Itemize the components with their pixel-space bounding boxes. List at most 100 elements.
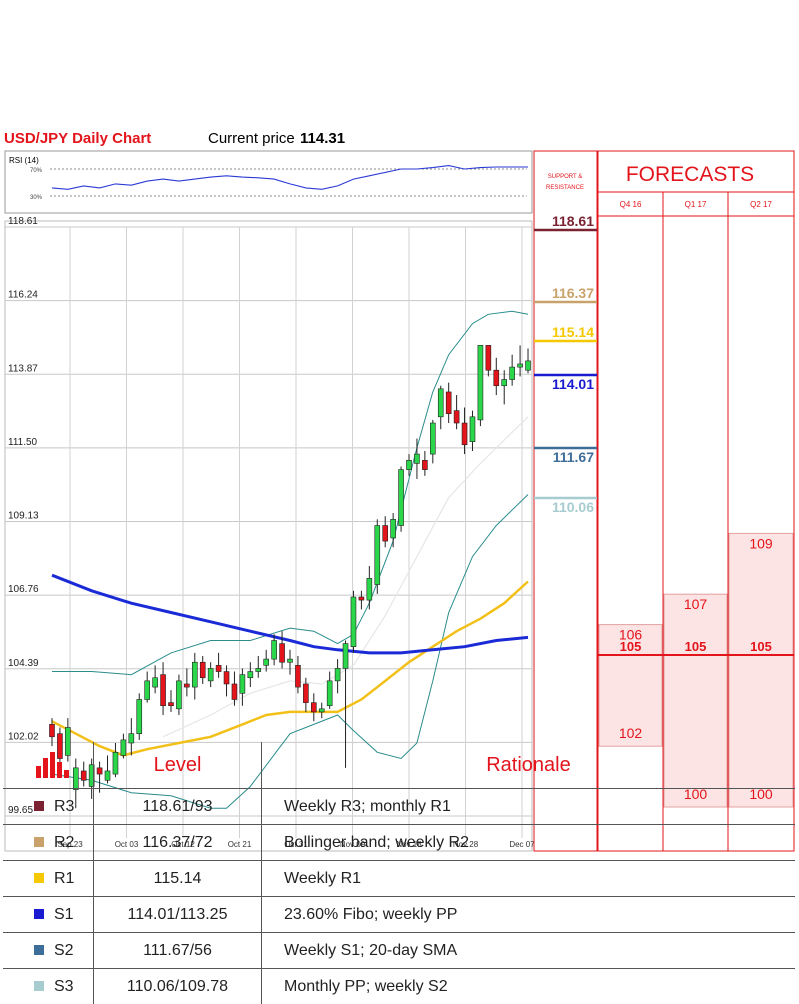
candle-body	[446, 392, 451, 414]
y-tick-label: 102.02	[8, 731, 39, 742]
candle-body	[303, 684, 308, 703]
table-header-row: Level Rationale	[3, 742, 795, 789]
y-tick-label: 109.13	[8, 511, 39, 522]
candle-body	[359, 597, 364, 600]
candle-body	[240, 675, 245, 694]
candle-body	[280, 644, 285, 663]
level-value-s1: 114.01	[552, 376, 594, 392]
level-value-s3: 110.06	[552, 499, 594, 515]
candle-body	[288, 659, 293, 662]
level-value-cell: 111.67/56	[94, 933, 262, 969]
candle-body	[145, 681, 150, 700]
rsi-level-label: 30%	[30, 195, 43, 201]
candle-body	[454, 411, 459, 423]
bar-chart-icon	[34, 750, 74, 780]
level-code-cell: S3	[3, 969, 94, 1004]
level-code-cell: S1	[3, 897, 94, 933]
current-price-value: 114.31	[300, 130, 345, 147]
y-tick-label: 118.61	[8, 216, 38, 227]
rsi-level-label: 70%	[30, 168, 43, 174]
y-tick-label: 113.87	[8, 363, 38, 374]
level-rationale-cell: Weekly R3; monthly R1	[262, 789, 796, 825]
level-value-r3: 118.61	[552, 213, 594, 229]
forecast-low: 102	[619, 725, 643, 741]
candle-body	[470, 417, 475, 442]
level-code: S1	[54, 906, 74, 923]
candle-body	[272, 640, 277, 659]
level-code: R2	[54, 834, 74, 851]
forecast-period-label: Q1 17	[685, 200, 707, 209]
level-code: S2	[54, 942, 74, 959]
rsi-label: RSI (14)	[9, 156, 39, 165]
forecast-mid: 105	[620, 639, 642, 654]
level-value-cell: 110.06/109.78	[94, 969, 262, 1004]
level-rationale-cell: Weekly S1; 20-day SMA	[262, 933, 796, 969]
level-value-r2: 116.37	[552, 285, 594, 301]
forecast-period-label: Q4 16	[620, 200, 642, 209]
candle-body	[407, 460, 412, 469]
level-code-cell: R1	[3, 861, 94, 897]
forecast-high: 107	[684, 596, 708, 612]
level-value-s2: 111.67	[553, 449, 594, 465]
rsi-panel: RSI (14) 70% 30%	[5, 151, 532, 213]
rationale-column-header: Rationale	[262, 742, 796, 789]
candle-body	[161, 675, 166, 706]
level-value-cell: 118.61/93	[94, 789, 262, 825]
level-code-cell: R2	[3, 825, 94, 861]
candle-body	[526, 361, 531, 370]
candle-body	[256, 668, 261, 671]
level-color-swatch	[34, 945, 44, 955]
candle-body	[200, 662, 205, 678]
current-price-label: Current price	[208, 130, 295, 147]
level-code: R3	[54, 798, 74, 815]
candle-body	[494, 370, 499, 386]
candle-body	[502, 380, 507, 386]
level-value-cell: 116.37/72	[94, 825, 262, 861]
level-value-cell: 115.14	[94, 861, 262, 897]
sr-title: SUPPORT &	[548, 174, 582, 180]
rsi-frame	[5, 151, 532, 213]
candle-body	[343, 644, 348, 669]
candle-body	[176, 681, 181, 709]
candle-body	[327, 681, 332, 706]
candle-body	[168, 703, 173, 706]
candle-body	[49, 724, 54, 736]
level-rationale-cell: 23.60% Fibo; weekly PP	[262, 897, 796, 933]
level-value-cell: 114.01/113.25	[94, 897, 262, 933]
level-value-r1: 115.14	[552, 324, 594, 340]
candle-body	[137, 700, 142, 734]
y-tick-label: 111.50	[8, 437, 38, 448]
candle-body	[311, 703, 316, 712]
level-rationale-cell: Monthly PP; weekly S2	[262, 969, 796, 1004]
level-color-swatch	[34, 837, 44, 847]
candle-body	[248, 672, 253, 678]
candle-body	[184, 684, 189, 687]
forecast-high: 109	[749, 535, 773, 551]
forecast-mid: 105	[685, 639, 707, 654]
candle-body	[462, 423, 467, 445]
candle-body	[216, 665, 221, 671]
y-tick-label: 106.76	[8, 584, 39, 595]
candle-body	[438, 389, 443, 417]
candle-body	[518, 364, 523, 367]
candle-body	[430, 423, 435, 454]
candle-body	[335, 668, 340, 680]
candle-body	[295, 665, 300, 687]
candle-body	[319, 709, 324, 712]
candle-body	[192, 662, 197, 687]
candle-body	[391, 519, 396, 538]
level-code-cell: S2	[3, 933, 94, 969]
candle-body	[351, 597, 356, 647]
level-code: R1	[54, 870, 74, 887]
candle-body	[232, 684, 237, 700]
level-rationale-cell: Weekly R1	[262, 861, 796, 897]
y-tick-label: 116.24	[8, 290, 38, 301]
level-code: S3	[54, 978, 74, 995]
candle-body	[264, 659, 269, 665]
